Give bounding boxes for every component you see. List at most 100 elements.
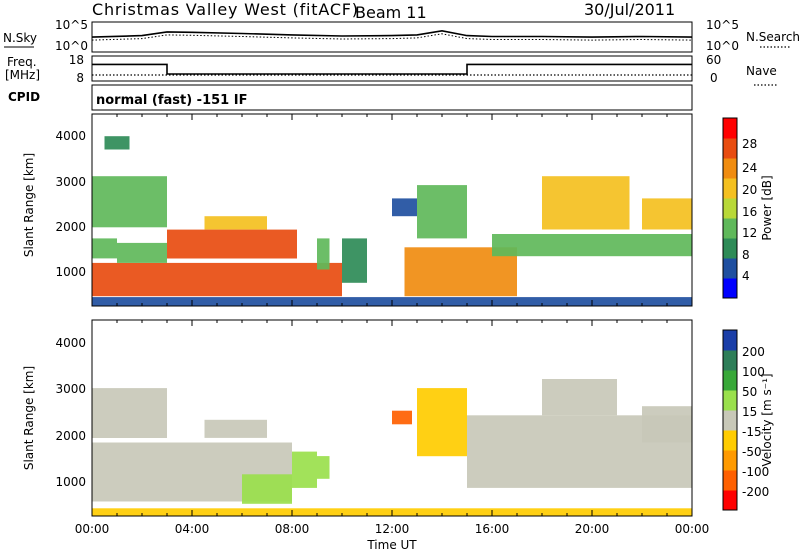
velocity-cb-tick-15: 15 (742, 405, 757, 419)
power-cb-tick-12: 12 (742, 226, 757, 240)
cpid-panel: CPID normal (fast) -151 IF (8, 84, 693, 111)
station-title: Christmas Valley West (fitACF) (92, 0, 359, 19)
velocity-colorbar-swatch-1 (723, 470, 737, 491)
power-y-tick-3000: 3000 (55, 175, 86, 189)
velocity-colorbar-swatch-8 (723, 330, 737, 351)
cpid-label: CPID (8, 90, 40, 104)
velocity-region-5 (317, 456, 330, 479)
cpid-text: normal (fast) -151 IF (96, 93, 247, 108)
power-y-axis-label: Slant Range [km] (22, 153, 36, 257)
noise-sky-line (91, 29, 693, 38)
power-y-tick-4000: 4000 (55, 129, 86, 143)
date-label: 30/Jul/2011 (584, 0, 675, 19)
velocity-colorbar-swatch-5 (723, 390, 737, 411)
velocity-cb-tick-100: 100 (742, 365, 765, 379)
velocity-region-3 (242, 474, 292, 504)
freq-tick-bottom: 8 (76, 71, 84, 85)
power-colorbar-swatch-7 (723, 138, 737, 159)
time-axis: 00:00 04:00 08:00 12:00 16:00 20:00 00:0… (75, 522, 710, 552)
noise-right-tick-top: 10^5 (706, 18, 739, 32)
x-tick-1600: 16:00 (475, 522, 510, 536)
power-cb-tick-4: 4 (742, 269, 750, 283)
velocity-colorbar-swatch-4 (723, 410, 737, 431)
power-region-15 (104, 136, 130, 150)
noise-panel: N.Sky 10^5 10^0 10^5 10^0 N.Search (3, 18, 800, 53)
noise-right-tick-bottom: 10^0 (706, 39, 739, 53)
power-region-0 (167, 229, 297, 259)
power-colorbar-swatch-8 (723, 118, 737, 139)
velocity-panel: 4000 3000 2000 1000 Slant Range [km] (22, 319, 693, 517)
power-colorbar-swatch-0 (723, 278, 737, 299)
power-region-4 (92, 176, 167, 228)
power-y-tick-1000: 1000 (55, 265, 86, 279)
x-tick-0800: 08:00 (275, 522, 310, 536)
velocity-colorbar-swatch-0 (723, 490, 737, 511)
n-search-label: N.Search (746, 30, 800, 44)
noise-search-line (91, 33, 693, 41)
velocity-colorbar: 200 100 50 15 -15 -50 -100 -200 Velocity… (722, 329, 774, 511)
velocity-cb-tick-m100: -100 (742, 465, 769, 479)
noise-left-tick-bottom: 10^0 (55, 39, 88, 53)
freq-tick-top: 18 (69, 53, 84, 67)
nave-tick-top: 60 (706, 53, 721, 67)
velocity-cb-tick-m200: -200 (742, 485, 769, 499)
power-panel: 4000 3000 2000 1000 Slant Range [km] (22, 113, 693, 307)
power-region-7 (342, 238, 367, 283)
velocity-cb-tick-m15: -15 (742, 425, 762, 439)
power-colorbar-swatch-5 (723, 178, 737, 199)
velocity-colorbar-swatch-6 (723, 370, 737, 391)
n-sky-label: N.Sky (3, 31, 37, 45)
power-region-5 (204, 216, 267, 230)
power-cb-tick-8: 8 (742, 248, 750, 262)
mhz-label: [MHz] (5, 68, 40, 82)
power-region-2 (92, 238, 117, 259)
x-tick-0400: 04:00 (175, 522, 210, 536)
velocity-region-4 (292, 451, 317, 488)
power-region-12 (542, 176, 630, 230)
velocity-region-2 (204, 419, 267, 438)
velocity-colorbar-swatch-3 (723, 430, 737, 451)
power-colorbar: 28 24 20 16 12 8 4 Power [dB] (722, 117, 774, 299)
velocity-cb-tick-m50: -50 (742, 445, 762, 459)
velocity-region-0 (92, 388, 167, 438)
nave-label: Nave (746, 64, 777, 78)
velocity-cb-tick-50: 50 (742, 385, 757, 399)
freq-line (92, 63, 692, 75)
power-colorbar-swatch-1 (723, 258, 737, 279)
power-cb-label: Power [dB] (760, 175, 774, 240)
velocity-region-10 (642, 406, 692, 443)
x-axis-label: Time UT (366, 538, 417, 552)
x-tick-2000: 20:00 (575, 522, 610, 536)
velocity-colorbar-swatch-7 (723, 350, 737, 371)
velocity-y-tick-4000: 4000 (55, 336, 86, 350)
frequency-panel: Freq. [MHz] 18 8 60 0 Nave (5, 53, 778, 86)
velocity-y-tick-1000: 1000 (55, 475, 86, 489)
velocity-y-tick-2000: 2000 (55, 429, 86, 443)
velocity-cb-tick-200: 200 (742, 345, 765, 359)
velocity-cells (92, 379, 692, 516)
power-region-13 (642, 198, 692, 230)
velocity-y-tick-3000: 3000 (55, 382, 86, 396)
power-cells (92, 136, 692, 306)
power-region-8 (392, 198, 417, 217)
freq-label: Freq. (7, 55, 37, 69)
power-colorbar-swatch-3 (723, 218, 737, 239)
x-tick-1200: 12:00 (375, 522, 410, 536)
x-tick-0000: 00:00 (75, 522, 110, 536)
power-cb-tick-24: 24 (742, 161, 757, 175)
power-colorbar-swatch-2 (723, 238, 737, 259)
velocity-region-7 (417, 388, 467, 457)
power-cb-tick-20: 20 (742, 183, 757, 197)
power-region-9 (417, 185, 467, 239)
velocity-y-axis-label: Slant Range [km] (22, 366, 36, 470)
nave-tick-bottom: 0 (710, 71, 718, 85)
velocity-cb-label: Velocity [m s⁻¹] (760, 373, 774, 466)
power-colorbar-swatch-6 (723, 158, 737, 179)
velocity-colorbar-swatch-2 (723, 450, 737, 471)
velocity-region-9 (542, 379, 617, 416)
velocity-region-6 (392, 410, 412, 425)
power-cb-tick-28: 28 (742, 137, 757, 151)
power-cb-tick-16: 16 (742, 205, 757, 219)
power-region-1 (92, 262, 342, 297)
